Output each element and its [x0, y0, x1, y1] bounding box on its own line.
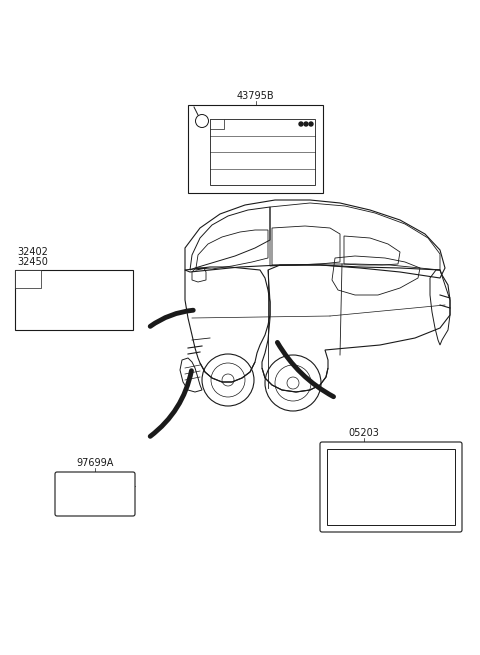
Bar [15, 270, 133, 330]
Text: 97699A: 97699A [76, 458, 114, 468]
FancyBboxPatch shape [55, 472, 135, 516]
Circle shape [309, 122, 313, 126]
Circle shape [304, 122, 308, 126]
Bar [327, 449, 455, 525]
Bar [188, 105, 323, 193]
Text: 05203: 05203 [348, 428, 379, 438]
Circle shape [299, 122, 303, 126]
Text: 32402: 32402 [17, 247, 48, 257]
Bar [210, 119, 224, 129]
Bar [15, 270, 41, 288]
Bar [210, 119, 315, 185]
Text: 43795B: 43795B [237, 91, 274, 101]
FancyBboxPatch shape [320, 442, 462, 532]
Text: 32450: 32450 [17, 257, 48, 267]
